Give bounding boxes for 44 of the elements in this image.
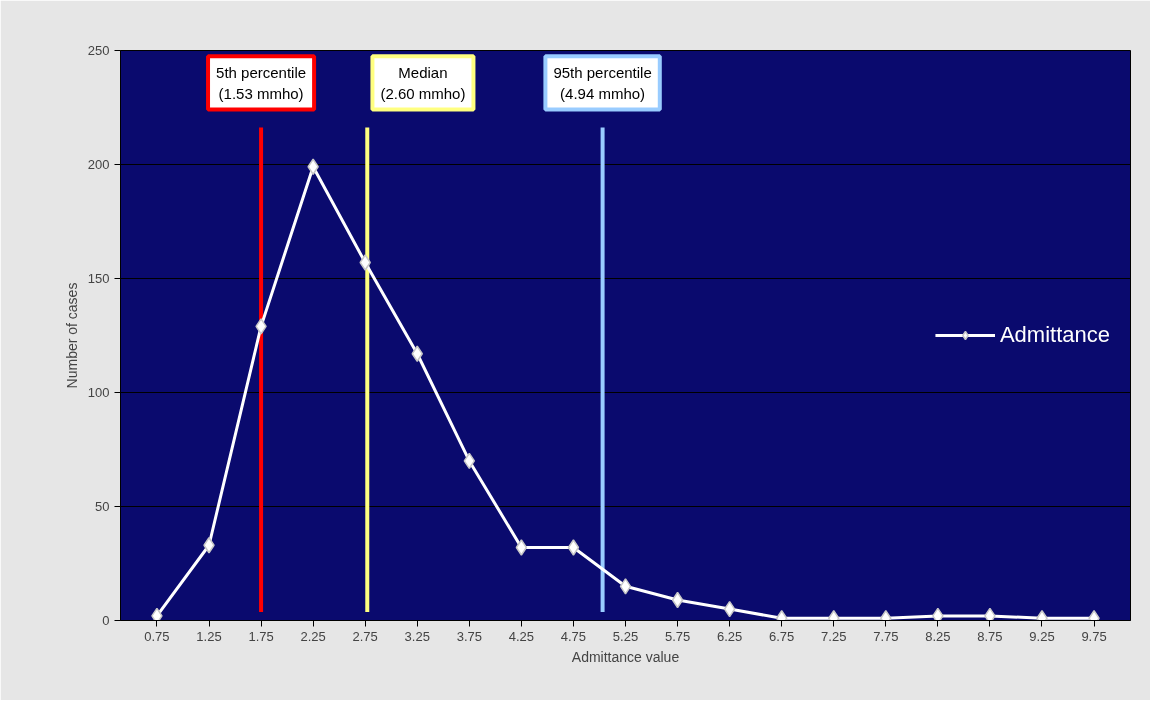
ref-line-label: 5th percentile (1.53 mmho) — [216, 64, 307, 102]
point — [984, 607, 996, 621]
y-axis-title: Number of cases — [63, 282, 80, 389]
x-tick-label: 9.75 — [1081, 628, 1107, 644]
x-tick-label: 7.75 — [873, 628, 899, 644]
x-tick-label: 5.25 — [612, 628, 639, 644]
point — [203, 537, 215, 554]
x-axis-title: Admittance value — [571, 648, 680, 665]
x-tick-label: 9.25 — [1029, 628, 1055, 644]
x-tick-label: 2.75 — [352, 628, 378, 644]
x-tick-label: 6.75 — [769, 628, 795, 644]
y-tick-label: 200 — [87, 157, 110, 172]
point — [151, 607, 163, 621]
x-tick-label: 1.25 — [196, 628, 222, 644]
point — [463, 452, 476, 470]
ref-line-label: Median (2.60 mmho) — [380, 64, 466, 102]
point — [671, 591, 684, 609]
y-tick-label: 50 — [95, 499, 110, 514]
point — [255, 318, 267, 335]
y-tick-label: 150 — [87, 271, 110, 286]
point — [411, 345, 423, 362]
x-tick-label: 5.75 — [664, 628, 691, 644]
legend-label: Admittance — [999, 322, 1110, 348]
y-tick-label: 100 — [87, 385, 110, 400]
x-tick-label: 0.75 — [144, 628, 170, 644]
x-tick-label: 4.25 — [508, 628, 535, 644]
x-tick-label: 1.75 — [248, 628, 274, 644]
y-tick-label: 250 — [87, 43, 110, 58]
point — [515, 539, 528, 556]
x-tick-label: 3.75 — [456, 628, 482, 644]
x-tick-label: 8.25 — [925, 628, 951, 644]
point — [723, 600, 736, 618]
x-tick-label: 8.75 — [977, 628, 1003, 644]
point — [932, 607, 944, 621]
x-tick-label: 3.25 — [404, 628, 430, 644]
x-tick-label: 6.25 — [716, 628, 743, 644]
x-tick-label: 2.25 — [300, 628, 326, 644]
ref-line-label: 95th percentile (4.94 mmho) — [553, 64, 652, 102]
point — [359, 254, 371, 271]
point — [619, 578, 632, 595]
x-tick-label: 7.25 — [821, 628, 847, 644]
x-tick-label: 4.75 — [560, 628, 587, 644]
point — [567, 539, 580, 556]
y-tick-label: 0 — [102, 613, 110, 628]
